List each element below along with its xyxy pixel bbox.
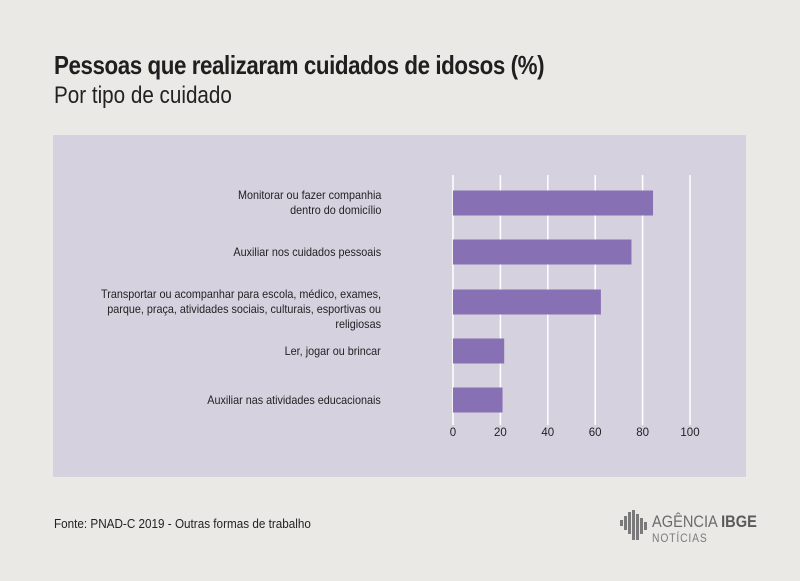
logo-sub: NOTÍCIAS bbox=[652, 531, 708, 545]
bar-4 bbox=[453, 338, 505, 364]
tick-label-20: 20 bbox=[493, 427, 507, 439]
bar-1 bbox=[453, 190, 654, 216]
agencia-ibge-logo: AGÊNCIA IBGE NOTÍCIAS bbox=[620, 508, 760, 548]
tick-label-80: 80 bbox=[636, 427, 649, 439]
bar-3 bbox=[453, 289, 601, 315]
chart-subtitle: Por tipo de cuidado bbox=[54, 82, 232, 109]
tick-label-60: 60 bbox=[588, 427, 602, 439]
category-label-1: Monitorar ou fazer companhia dentro do d… bbox=[237, 188, 381, 217]
tick-label-100: 100 bbox=[680, 427, 700, 439]
ibge-logo-icon bbox=[620, 510, 647, 540]
source-note: Fonte: PNAD-C 2019 - Outras formas de tr… bbox=[54, 516, 311, 531]
chart-title: Pessoas que realizaram cuidados de idoso… bbox=[54, 50, 545, 80]
bar-2 bbox=[453, 239, 632, 265]
logo-name: AGÊNCIA IBGE bbox=[652, 512, 757, 531]
category-label-3: Transportar ou acompanhar para escola, m… bbox=[101, 287, 381, 331]
category-label-5: Auxiliar nas atividades educacionais bbox=[207, 392, 381, 407]
category-label-4: Ler, jogar ou brincar bbox=[284, 343, 381, 358]
bar-chart bbox=[452, 175, 691, 425]
bar-5 bbox=[453, 387, 503, 413]
tick-label-40: 40 bbox=[541, 427, 555, 439]
category-label-2: Auxiliar nos cuidados pessoais bbox=[233, 244, 381, 259]
chart-panel: Monitorar ou fazer companhia dentro do d… bbox=[53, 135, 746, 477]
tick-label-0: 0 bbox=[449, 427, 457, 439]
